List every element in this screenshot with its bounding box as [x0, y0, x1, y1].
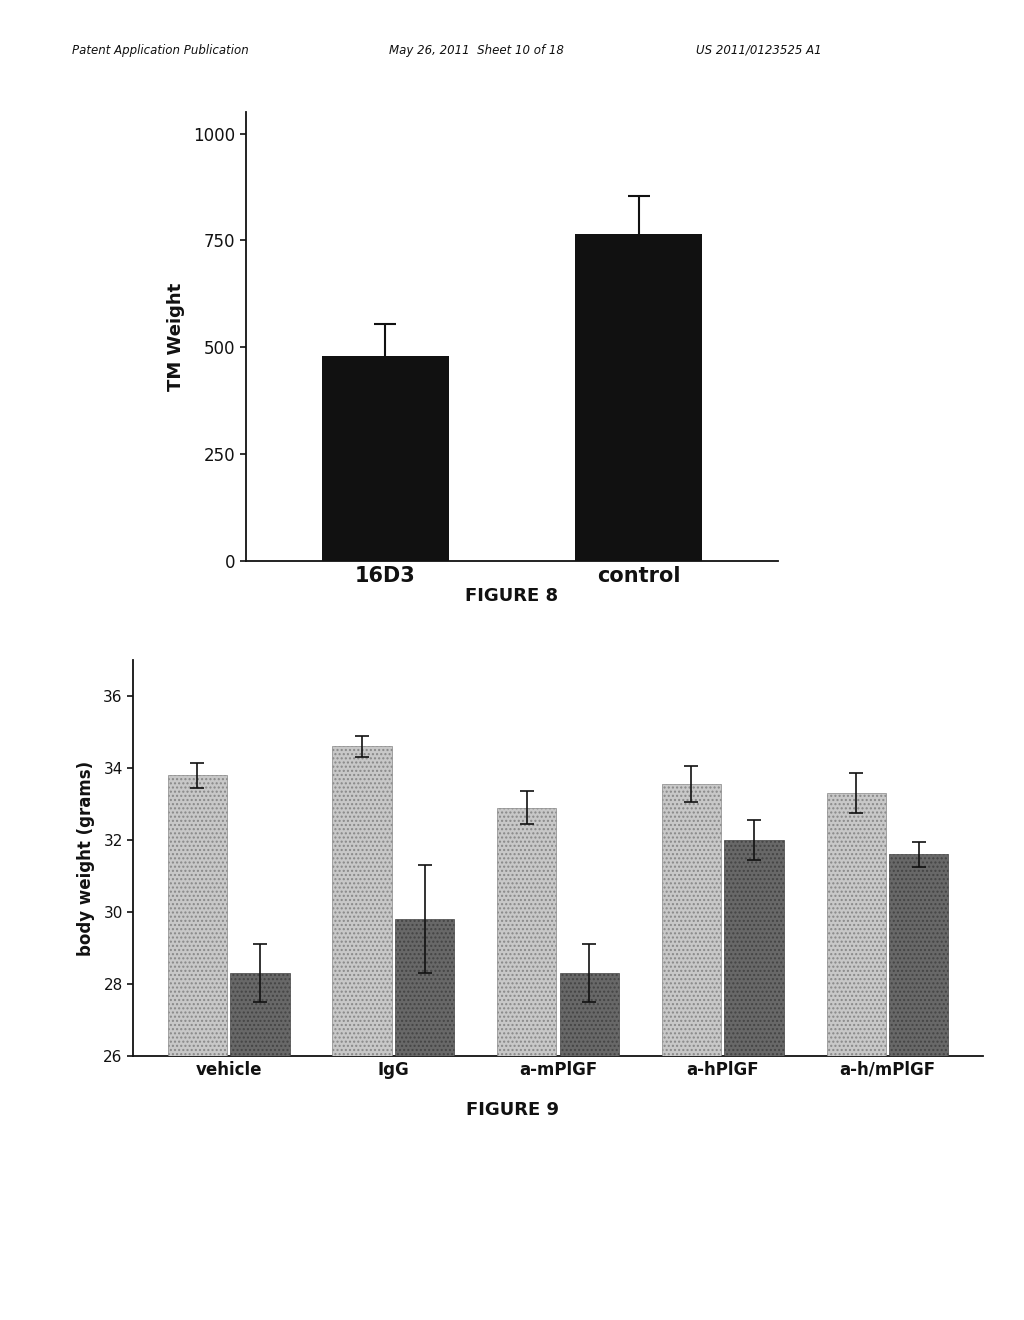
Bar	[395, 919, 455, 1320]
Bar	[826, 793, 886, 1320]
Bar	[497, 808, 556, 1320]
Bar	[662, 784, 721, 1320]
Bar	[575, 234, 702, 561]
Text: FIGURE 9: FIGURE 9	[466, 1101, 558, 1119]
Bar	[724, 840, 783, 1320]
Text: May 26, 2011  Sheet 10 of 18: May 26, 2011 Sheet 10 of 18	[389, 44, 564, 57]
Y-axis label: body weight (grams): body weight (grams)	[77, 760, 95, 956]
Text: US 2011/0123525 A1: US 2011/0123525 A1	[696, 44, 822, 57]
Bar	[333, 746, 392, 1320]
Bar	[560, 973, 620, 1320]
Text: Patent Application Publication: Patent Application Publication	[72, 44, 249, 57]
Bar	[168, 775, 227, 1320]
Y-axis label: TM Weight: TM Weight	[167, 282, 185, 391]
Bar	[230, 973, 290, 1320]
Bar	[889, 854, 948, 1320]
Bar	[322, 356, 449, 561]
Text: FIGURE 8: FIGURE 8	[466, 586, 558, 605]
